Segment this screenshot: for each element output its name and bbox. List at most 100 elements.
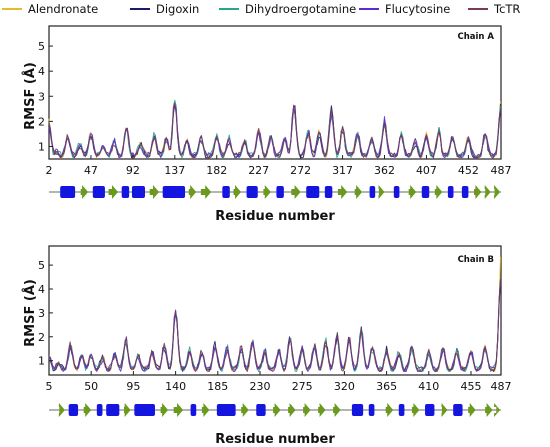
strand-b-17 <box>318 403 326 417</box>
x-axis-label-a: Residue number <box>215 209 335 224</box>
strand-a-29 <box>484 185 491 199</box>
x-tick-label-b-5: 5 <box>46 380 53 393</box>
strand-a-11 <box>233 185 241 199</box>
helix-a-10 <box>222 186 230 198</box>
x-tick-label-b-410: 410 <box>418 380 439 393</box>
x-tick-label-a-272: 272 <box>290 164 311 177</box>
y-tick-label-b-1: 1 <box>38 355 45 368</box>
helix-b-6 <box>134 404 155 416</box>
helix-b-3 <box>96 404 103 416</box>
x-tick-label-b-140: 140 <box>165 380 186 393</box>
helix-b-19 <box>351 404 364 416</box>
helix-b-4 <box>106 404 120 416</box>
strand-b-25 <box>441 403 448 417</box>
helix-b-11 <box>216 404 236 416</box>
helix-a-27 <box>461 186 469 198</box>
y-tick-label-a-3: 3 <box>38 90 45 103</box>
x-tick-label-a-227: 227 <box>248 164 269 177</box>
x-tick-label-b-50: 50 <box>84 380 98 393</box>
strand-b-14 <box>273 403 281 417</box>
strand-b-29 <box>494 403 501 417</box>
series-tctr-chain-b <box>48 279 501 372</box>
x-tick-label-a-137: 137 <box>164 164 185 177</box>
x-tick-label-b-487: 487 <box>491 380 512 393</box>
helix-b-9 <box>190 404 197 416</box>
y-ticks-a: 1 2 3 4 5 <box>38 40 53 153</box>
series-group-a <box>48 99 501 159</box>
legend-item-tctr: TcTR <box>468 2 520 16</box>
y-tick-label-b-3: 3 <box>38 307 45 320</box>
strand-b-7 <box>160 403 169 417</box>
x-tick-label-b-230: 230 <box>249 380 270 393</box>
x-tick-label-b-95: 95 <box>126 380 140 393</box>
strand-b-28 <box>485 403 493 417</box>
series-alendronate-chain-b <box>48 256 501 372</box>
series-group-b <box>48 256 501 372</box>
strand-a-8 <box>188 185 197 199</box>
x-tick-label-a-92: 92 <box>126 164 140 177</box>
chain-label-a: Chain A <box>457 32 494 42</box>
legend-item-dihydroergotamine: Dihydroergotamine <box>219 2 356 16</box>
x-tick-label-b-320: 320 <box>334 380 355 393</box>
panel-chain-b: 1 2 3 4 5 5 50 95 140 185 230 275 320 365 410 455 487 C… <box>22 245 512 447</box>
strand-a-23 <box>408 185 417 199</box>
legend-label-alendronate: Alendronate <box>28 2 98 16</box>
x-ticks-a: 2 47 92 137 182 227 272 317 362 407 452 487 <box>46 155 512 177</box>
strand-a-13 <box>263 185 271 199</box>
y-ticks-b: 1 2 3 4 5 <box>38 259 53 368</box>
strand-a-9 <box>200 185 212 199</box>
legend-item-flucytosine: Flucytosine <box>359 2 450 16</box>
strand-a-28 <box>474 185 482 199</box>
x-tick-label-a-47: 47 <box>84 164 98 177</box>
strand-b-12 <box>241 403 249 417</box>
helix-b-13 <box>256 404 266 416</box>
strand-b-18 <box>333 403 341 417</box>
y-tick-label-a-2: 2 <box>38 115 45 128</box>
strand-b-21 <box>385 403 394 417</box>
strand-a-30 <box>494 185 501 199</box>
strand-a-3 <box>108 185 118 199</box>
plot-frame-b <box>48 245 502 376</box>
x-tick-label-a-407: 407 <box>416 164 437 177</box>
strand-b-23 <box>411 403 420 417</box>
helix-a-26 <box>447 186 454 198</box>
helix-a-16 <box>306 186 320 198</box>
y-tick-label-b-2: 2 <box>38 331 45 344</box>
y-axis-label-b: RMSF (Å) <box>22 279 38 347</box>
y-tick-label-b-5: 5 <box>38 259 45 272</box>
x-tick-label-b-275: 275 <box>292 380 313 393</box>
strand-b-0 <box>58 403 65 417</box>
helix-b-1 <box>68 404 79 416</box>
x-tick-label-a-2: 2 <box>46 164 53 177</box>
chain-label-b: Chain B <box>458 255 494 265</box>
strand-a-15 <box>291 185 301 199</box>
strand-b-10 <box>201 403 210 417</box>
legend-label-digoxin: Digoxin <box>156 2 199 16</box>
legend-item-alendronate: Alendronate <box>2 2 98 16</box>
helix-b-26 <box>453 404 463 416</box>
strand-b-2 <box>83 403 92 417</box>
helix-a-0 <box>60 186 76 198</box>
x-tick-label-b-455: 455 <box>460 380 481 393</box>
helix-a-17 <box>324 186 333 198</box>
secondary-structure-a <box>49 185 501 199</box>
y-tick-label-a-4: 4 <box>38 65 45 78</box>
legend-item-digoxin: Digoxin <box>130 2 199 16</box>
helix-b-22 <box>398 404 405 416</box>
legend-label-tctr: TcTR <box>493 2 520 16</box>
helix-a-7 <box>162 186 186 198</box>
x-tick-label-a-362: 362 <box>374 164 395 177</box>
legend: Alendronate Digoxin Dihydroergotamine Fl… <box>2 2 520 16</box>
strand-b-15 <box>288 403 296 417</box>
helix-a-2 <box>92 186 105 198</box>
series-flucytosine-chain-b <box>48 281 501 372</box>
x-tick-label-b-365: 365 <box>376 380 397 393</box>
legend-label-dihydroergotamine: Dihydroergotamine <box>245 2 356 16</box>
y-tick-label-b-4: 4 <box>38 283 45 296</box>
x-tick-label-a-182: 182 <box>206 164 227 177</box>
helix-b-24 <box>425 404 435 416</box>
series-tctr-chain-a <box>48 102 501 159</box>
strand-a-19 <box>354 185 363 199</box>
strand-b-5 <box>124 403 131 417</box>
